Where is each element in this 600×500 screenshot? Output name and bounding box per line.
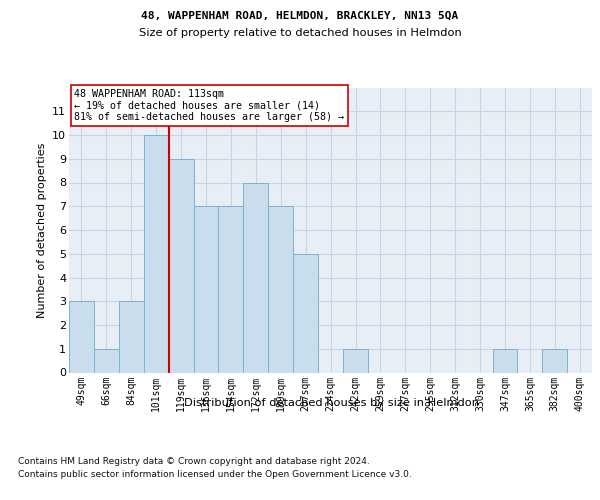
Bar (218, 206, 244, 372)
Bar (244, 182, 268, 372)
Bar (268, 206, 293, 372)
Bar (542, 349, 567, 372)
Text: 48, WAPPENHAM ROAD, HELMDON, BRACKLEY, NN13 5QA: 48, WAPPENHAM ROAD, HELMDON, BRACKLEY, N… (142, 11, 458, 21)
Text: 48 WAPPENHAM ROAD: 113sqm
← 19% of detached houses are smaller (14)
81% of semi-: 48 WAPPENHAM ROAD: 113sqm ← 19% of detac… (74, 89, 344, 122)
Y-axis label: Number of detached properties: Number of detached properties (37, 142, 47, 318)
Bar (119, 301, 144, 372)
Bar (343, 349, 368, 372)
Bar (69, 301, 94, 372)
Bar (169, 159, 194, 372)
Bar (293, 254, 318, 372)
Text: Distribution of detached houses by size in Helmdon: Distribution of detached houses by size … (184, 398, 479, 407)
Text: Contains HM Land Registry data © Crown copyright and database right 2024.: Contains HM Land Registry data © Crown c… (18, 458, 370, 466)
Bar (144, 135, 169, 372)
Bar (194, 206, 218, 372)
Bar (493, 349, 517, 372)
Bar (94, 349, 119, 372)
Text: Contains public sector information licensed under the Open Government Licence v3: Contains public sector information licen… (18, 470, 412, 479)
Text: Size of property relative to detached houses in Helmdon: Size of property relative to detached ho… (139, 28, 461, 38)
